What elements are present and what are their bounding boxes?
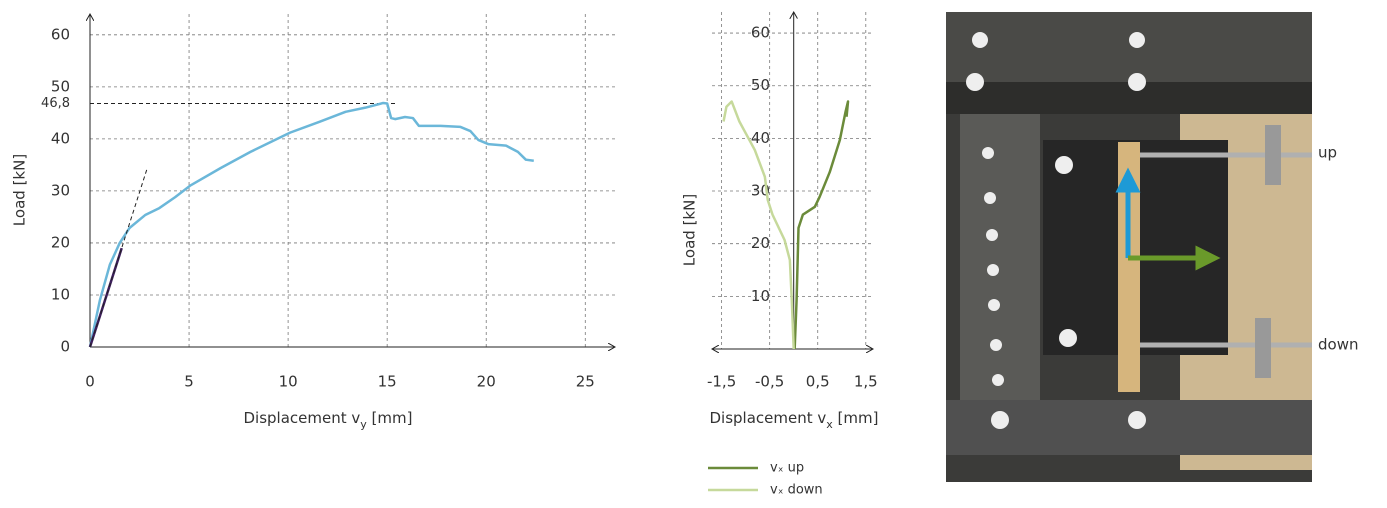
x-tick-label: 10 — [279, 373, 298, 391]
y-tick-label: 40 — [51, 129, 70, 147]
y-tick-label: 10 — [751, 287, 770, 305]
y-tick-label: 0 — [60, 338, 70, 356]
y-axis-title: Load [kN] — [11, 154, 29, 226]
x-axis-title-part: [mm] — [833, 409, 879, 427]
x-tick-label: 0 — [85, 373, 95, 391]
clamp — [1255, 318, 1271, 378]
photo: up down — [946, 12, 1358, 482]
bolt-holes — [966, 32, 1146, 429]
series-line — [88, 101, 534, 348]
rods — [1140, 152, 1312, 348]
photo-label: down — [1318, 336, 1358, 354]
column — [960, 114, 1040, 400]
top-beam — [946, 12, 1312, 82]
wood-strip — [1118, 142, 1140, 392]
series-line — [89, 167, 148, 348]
y-axis-title: Load [kN] — [681, 194, 699, 266]
y-tick-label: 20 — [51, 233, 70, 251]
top-flange — [946, 82, 1312, 114]
clamp — [1265, 125, 1281, 185]
y-tick-label: 60 — [751, 24, 770, 42]
x-tick-label: 0,5 — [806, 373, 830, 391]
x-tick-label: -1,5 — [707, 373, 736, 391]
bottom-beam — [946, 400, 1312, 455]
x-axis-title: Displacement vx [mm] — [710, 409, 879, 431]
x-axis-title-part: x — [826, 418, 833, 431]
x-tick-label: 1,5 — [854, 373, 878, 391]
y-tick-label: 60 — [51, 25, 70, 43]
x-axis-title-part: Displacement v — [710, 409, 827, 427]
x-tick-label: 15 — [378, 373, 397, 391]
series-line — [793, 100, 850, 350]
reference-label: 46,8 — [41, 96, 70, 111]
y-tick-label: 20 — [751, 234, 770, 252]
legend-label: vₓ up — [770, 461, 804, 476]
x-tick-label: 5 — [184, 373, 194, 391]
charts: 0 10 20 30 40 50 60 0 5 10 15 20 25 46,8 Displacement … — [11, 12, 879, 498]
x-axis-title-part: y — [360, 418, 367, 431]
y-tick-label: 10 — [51, 285, 70, 303]
chart: 0 10 20 30 40 50 60 0 5 10 15 20 25 46,8 Displacement … — [11, 14, 616, 431]
photo-label: up — [1318, 144, 1337, 162]
legend-label: vₓ down — [770, 483, 823, 498]
y-tick-label: 50 — [751, 76, 770, 94]
x-tick-label: -0,5 — [755, 373, 784, 391]
y-tick-label: 50 — [51, 77, 70, 95]
x-axis-title-part: Displacement v — [244, 409, 361, 427]
x-axis-title: Displacement vy [mm] — [244, 409, 413, 431]
x-axis-title-part: [mm] — [367, 409, 413, 427]
x-tick-label: 20 — [477, 373, 496, 391]
series-line — [722, 100, 795, 350]
y-tick-label: 40 — [751, 129, 770, 147]
x-tick-label: 25 — [576, 373, 595, 391]
y-tick-label: 30 — [51, 181, 70, 199]
